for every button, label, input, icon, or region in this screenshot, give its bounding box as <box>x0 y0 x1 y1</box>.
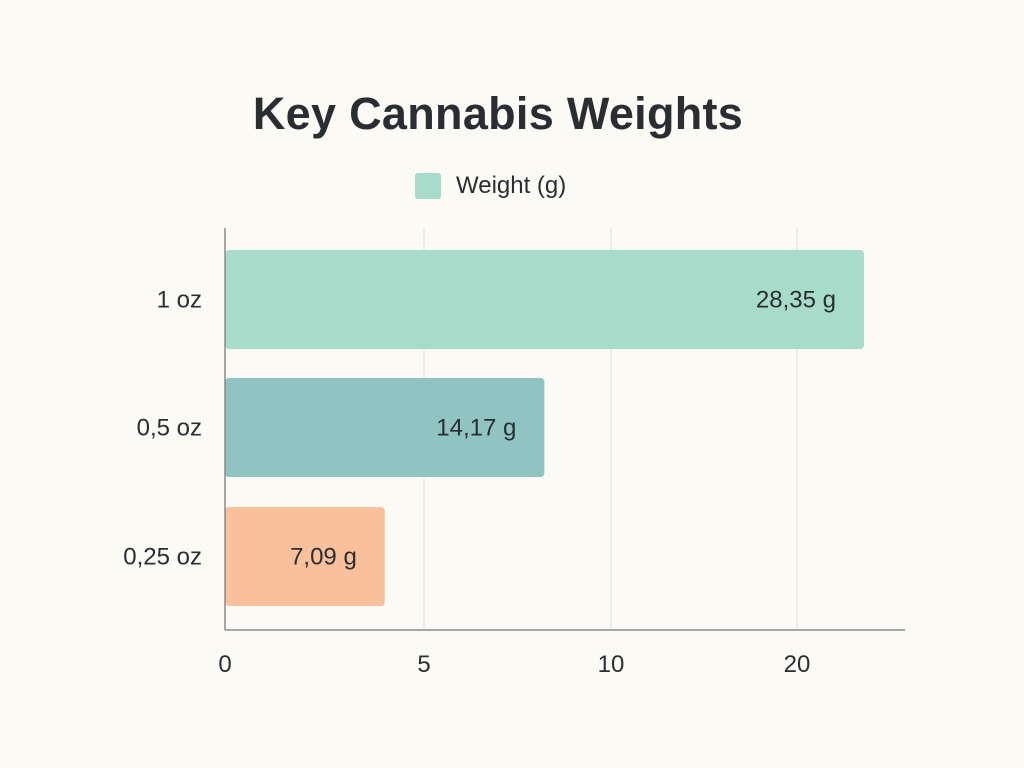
category-label: 0,25 oz <box>123 544 202 571</box>
category-label: 0,5 oz <box>137 415 202 442</box>
bar-3 <box>225 507 385 606</box>
data-label: 14,17 g <box>436 415 516 442</box>
x-tick-label: 20 <box>784 651 811 678</box>
chart-title: Key Cannabis Weights <box>252 88 744 139</box>
x-tick-label: 10 <box>598 651 625 678</box>
legend-swatch <box>415 173 441 199</box>
data-label: 7,09 g <box>290 544 357 571</box>
legend-label: Weight (g) <box>456 172 567 199</box>
legend: Weight (g) <box>415 172 566 200</box>
x-tick-label: 0 <box>218 651 231 678</box>
data-label: 28,35 g <box>756 287 836 314</box>
bar-1 <box>225 250 864 349</box>
bar-2 <box>225 378 545 477</box>
category-label: 1 oz <box>157 287 202 314</box>
x-tick-label: 5 <box>417 651 430 678</box>
